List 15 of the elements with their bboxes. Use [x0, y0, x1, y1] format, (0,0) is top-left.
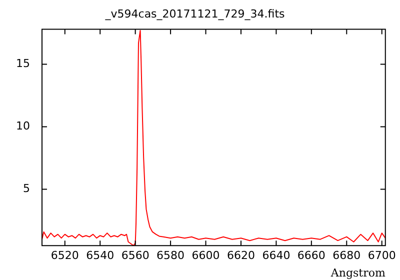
x-tick-label: 6540 — [86, 249, 114, 262]
x-tick-label: 6700 — [368, 249, 396, 262]
y-tick-label: 5 — [22, 182, 30, 196]
x-axis-title: Angstrom — [330, 266, 386, 280]
x-tick-label: 6580 — [156, 249, 185, 262]
x-tick-label: 6660 — [297, 249, 326, 262]
x-tick-label: 6680 — [332, 249, 361, 262]
y-tick-label: 15 — [16, 57, 30, 70]
x-tick-label: 6520 — [50, 249, 79, 262]
y-tick-label: 10 — [16, 120, 30, 133]
x-tick-label: 6560 — [121, 249, 150, 262]
x-tick-label: 6620 — [226, 249, 255, 262]
chart-title: _v594cas_20171121_729_34.fits — [104, 7, 285, 20]
x-tick-label: 6640 — [262, 249, 290, 262]
x-tick-label: 6600 — [192, 249, 220, 262]
